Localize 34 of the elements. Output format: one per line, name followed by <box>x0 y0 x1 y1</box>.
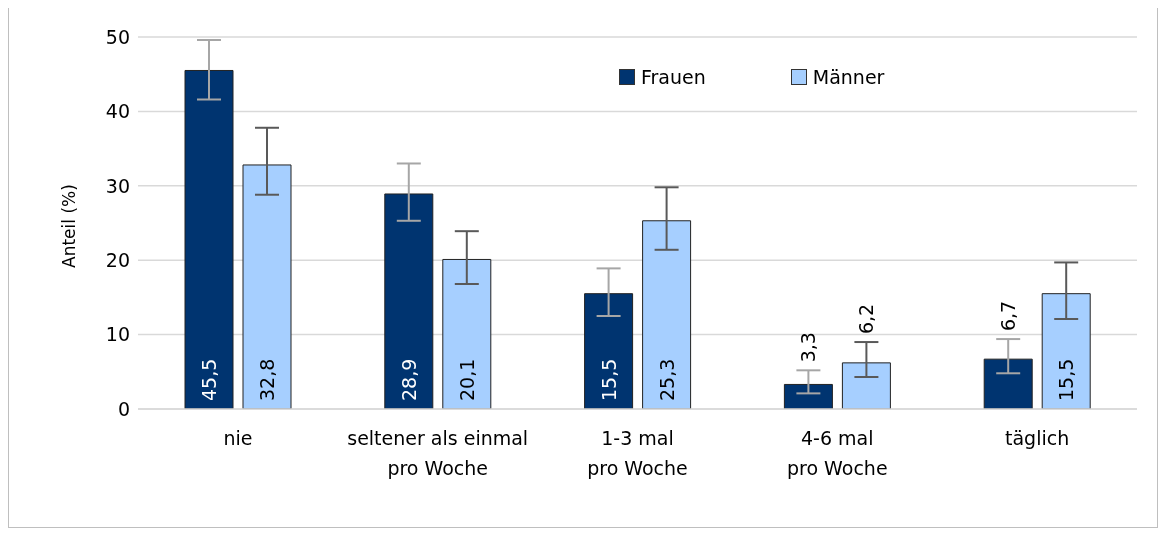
y-axis-title: Anteil (%) <box>59 184 80 268</box>
data-label: 20,1 <box>455 358 478 401</box>
legend-label: Männer <box>812 66 885 88</box>
y-tick-label: 40 <box>105 100 130 123</box>
y-tick-label: 50 <box>105 25 130 48</box>
data-label: 28,9 <box>397 358 420 401</box>
bar <box>442 258 492 409</box>
bar <box>584 293 634 409</box>
bar <box>983 358 1033 409</box>
legend-label: Frauen <box>641 66 706 88</box>
data-label: 6,2 <box>855 303 878 335</box>
bar <box>642 220 692 409</box>
data-label: 15,5 <box>1055 358 1078 401</box>
bar <box>242 164 292 409</box>
data-label: 25,3 <box>655 358 678 401</box>
data-label: 3,3 <box>797 332 820 363</box>
bar <box>184 69 234 409</box>
x-tick-label: 4-6 mal pro Woche <box>787 427 888 479</box>
data-label: 15,5 <box>597 358 620 401</box>
x-tick-label: täglich <box>1005 427 1070 449</box>
data-label: 32,8 <box>256 358 278 401</box>
data-label: 6,7 <box>997 300 1020 332</box>
bar <box>1041 293 1091 409</box>
y-tick-label: 10 <box>105 323 130 346</box>
x-tick-label: 1-3 mal pro Woche <box>587 427 688 479</box>
y-tick-label: 20 <box>105 248 130 271</box>
data-label: 45,5 <box>198 358 220 401</box>
x-tick-label: seltener als einmal pro Woche <box>347 427 529 479</box>
y-tick-label: 30 <box>105 174 130 197</box>
bar <box>783 383 833 409</box>
x-tick-label: nie <box>223 427 253 449</box>
bar <box>384 193 434 409</box>
bar <box>841 362 891 409</box>
y-tick-label: 0 <box>117 397 130 420</box>
